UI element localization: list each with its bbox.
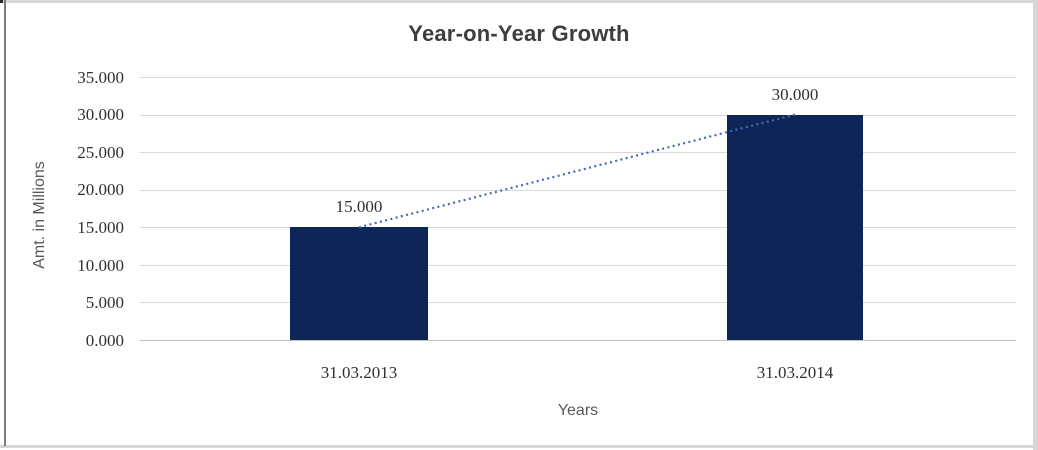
y-tick-label: 30.000 — [77, 105, 124, 124]
gridline — [140, 227, 1016, 228]
trendline-line — [358, 113, 796, 229]
gridline — [140, 115, 1016, 116]
frame-border-left — [4, 0, 6, 446]
frame-border-bottom — [0, 445, 1038, 448]
trendline — [358, 113, 796, 229]
y-tick-label: 10.000 — [77, 256, 124, 275]
y-tick-label: 15.000 — [77, 218, 124, 237]
gridline — [140, 302, 1016, 303]
data-label-2013: 15.000 — [335, 197, 383, 217]
gridline — [140, 152, 1016, 153]
bar-column-2013: 15.000 — [290, 77, 428, 340]
bar-column-2014: 30.000 — [727, 77, 863, 340]
plot-area: 15.000 30.000 — [140, 77, 1016, 341]
data-label-2014: 30.000 — [771, 84, 819, 104]
frame-corner-notch — [0, 0, 3, 3]
bar-2014 — [727, 114, 863, 340]
frame-border-right — [1033, 0, 1038, 450]
y-tick-label: 5.000 — [85, 293, 124, 312]
y-tick-label: 0.000 — [85, 331, 124, 350]
x-tick-label-2013: 31.03.2013 — [320, 363, 398, 382]
gridline — [140, 190, 1016, 191]
x-axis-title: Years — [557, 402, 599, 419]
y-tick-label: 25.000 — [77, 143, 124, 162]
gridline — [140, 265, 1016, 266]
chart-title: Year-on-Year Growth — [408, 21, 630, 46]
bar-2013 — [290, 227, 428, 340]
x-axis-line — [140, 340, 1016, 341]
frame-border-top — [0, 0, 1038, 3]
gridline — [140, 77, 1016, 78]
y-tick-label: 20.000 — [77, 180, 124, 199]
x-tick-label-2014: 31.03.2014 — [756, 363, 834, 382]
y-tick-label: 35.000 — [77, 68, 124, 87]
